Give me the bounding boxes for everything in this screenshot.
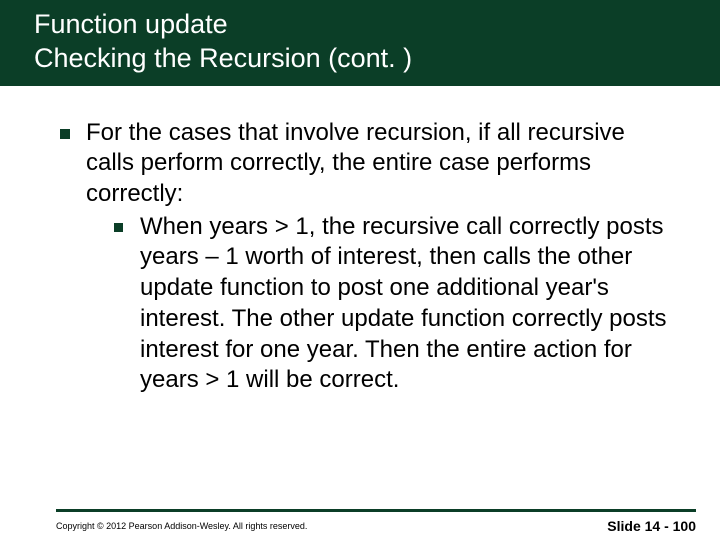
slide-title-block: Function update Checking the Recursion (… bbox=[0, 0, 720, 86]
bullet-list: For the cases that involve recursion, if… bbox=[56, 118, 674, 396]
sub-bullet-list: When years > 1, the recursive call corre… bbox=[112, 212, 674, 396]
title-line-2: Checking the Recursion (cont. ) bbox=[34, 42, 720, 76]
copyright-text: Copyright © 2012 Pearson Addison-Wesley.… bbox=[56, 521, 307, 534]
sub-bullet-item: When years > 1, the recursive call corre… bbox=[112, 212, 674, 396]
slide-body: For the cases that involve recursion, if… bbox=[0, 86, 720, 396]
sub-bullet-text: When years > 1, the recursive call corre… bbox=[140, 213, 667, 394]
bullet-item: For the cases that involve recursion, if… bbox=[56, 118, 674, 396]
bullet-text: For the cases that involve recursion, if… bbox=[86, 119, 625, 207]
slide-footer: Copyright © 2012 Pearson Addison-Wesley.… bbox=[0, 518, 720, 534]
title-line-1: Function update bbox=[34, 8, 720, 42]
slide-number: Slide 14 - 100 bbox=[607, 518, 696, 534]
slide: Function update Checking the Recursion (… bbox=[0, 0, 720, 540]
footer-rule bbox=[56, 509, 696, 512]
